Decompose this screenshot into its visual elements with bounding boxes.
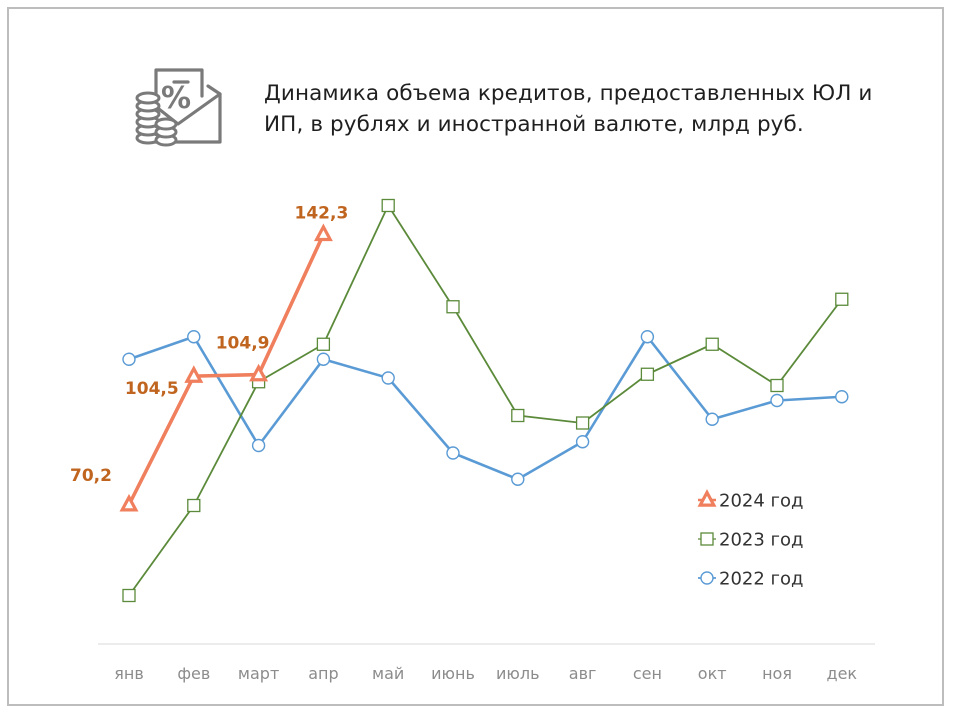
chart-title: Динамика объема кредитов, предоставленны… xyxy=(264,78,904,140)
legend-label: 2022 год xyxy=(719,569,803,590)
data-point xyxy=(184,365,204,383)
x-tick-label: май xyxy=(372,664,404,683)
series-line-2024-год xyxy=(127,233,326,506)
data-label: 104,9 xyxy=(216,334,270,354)
data-point xyxy=(640,330,655,344)
data-point xyxy=(249,363,269,382)
data-point xyxy=(446,300,460,314)
data-point xyxy=(640,367,655,381)
percent-envelope-coins-icon: % xyxy=(135,68,222,147)
x-tick-label: окт xyxy=(698,664,727,683)
data-point xyxy=(446,446,460,460)
data-point xyxy=(313,223,333,242)
legend-marker xyxy=(700,571,714,585)
x-tick-label: июль xyxy=(496,664,540,683)
x-tick-label: фев xyxy=(177,664,210,683)
data-point xyxy=(316,337,331,351)
data-point xyxy=(251,438,266,453)
data-point xyxy=(187,498,201,513)
data-point xyxy=(187,330,201,344)
x-tick-label: авг xyxy=(569,664,597,683)
x-tick-label: июнь xyxy=(431,664,475,683)
data-point xyxy=(381,198,395,213)
data-point xyxy=(705,337,719,351)
chart-title-bold: Динамика объема кредитов, предоставленны… xyxy=(264,81,873,137)
x-tick-label: ноя xyxy=(762,664,792,683)
data-label: 70,2 xyxy=(70,466,112,486)
data-point xyxy=(511,472,525,486)
data-point xyxy=(835,292,849,306)
data-point xyxy=(511,408,525,423)
chart-title-rest: , в рублях и иностранной валюте, млрд ру… xyxy=(296,112,804,137)
x-tick-label: янв xyxy=(114,664,144,683)
data-point xyxy=(122,588,136,603)
series-line-2023-год xyxy=(128,204,843,597)
data-point xyxy=(122,352,136,366)
legend-marker xyxy=(697,489,717,507)
x-tick-label: март xyxy=(238,664,279,683)
x-tick-label: дек xyxy=(827,664,858,683)
svg-text:%: % xyxy=(161,81,191,116)
data-point xyxy=(119,493,139,512)
data-point xyxy=(705,412,719,426)
x-tick-label: апр xyxy=(308,664,338,683)
data-point xyxy=(575,416,590,430)
data-point xyxy=(381,371,395,385)
x-tick-label: сен xyxy=(633,664,662,683)
data-point xyxy=(575,435,590,449)
data-point xyxy=(770,393,784,408)
legend-marker xyxy=(700,532,714,546)
data-point xyxy=(316,352,331,366)
legend-label: 2023 год xyxy=(719,530,803,551)
data-label: 142,3 xyxy=(295,203,349,223)
data-point xyxy=(770,378,784,393)
legend-label: 2024 год xyxy=(719,491,803,512)
data-label: 104,5 xyxy=(125,379,179,399)
data-point xyxy=(835,390,849,404)
series-line-2022-год xyxy=(128,335,842,481)
